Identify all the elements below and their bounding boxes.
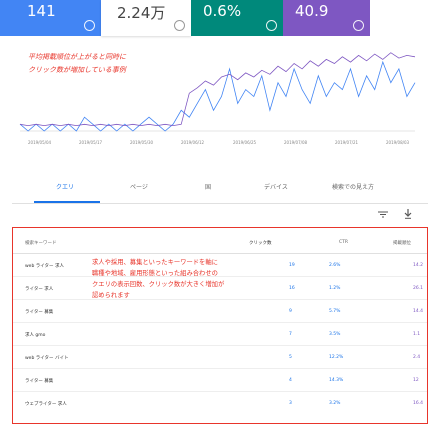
clicks-series-line xyxy=(19,60,416,132)
x-tick-label: 2019/06/12 xyxy=(181,140,205,145)
x-tick-label: 2019/05/30 xyxy=(130,140,154,145)
row-clicks: 7 xyxy=(289,332,292,337)
row-position: 1.1 xyxy=(413,332,421,337)
row-clicks: 4 xyxy=(289,378,292,383)
note-line-3: クエリの表示回数、クリック数が大きく増加が xyxy=(92,281,225,288)
table-row[interactable]: web ライター バイト 5 12.2% 2.4 xyxy=(13,346,427,369)
position-value: 40.9 xyxy=(295,2,329,20)
tab-country[interactable]: 国 xyxy=(205,184,212,191)
checkbox-icon[interactable] xyxy=(174,20,185,31)
header-query[interactable]: 検索キーワード xyxy=(25,241,57,246)
clicks-metric-card[interactable]: 141 xyxy=(0,0,101,36)
table-row[interactable]: ライター 求人 16 1.2% 26.1 xyxy=(13,277,427,300)
table-toolbar xyxy=(0,209,440,221)
row-ctr: 14.3% xyxy=(329,378,344,383)
dimension-tabs: クエリ ページ 国 デバイス 検索での見え方 xyxy=(12,170,428,204)
checkbox-icon[interactable] xyxy=(266,20,277,31)
row-clicks: 5 xyxy=(289,355,292,360)
impressions-metric-card[interactable]: 2.24万 xyxy=(101,0,191,36)
row-query: web ライター 求人 xyxy=(25,264,64,269)
annotation-line-1: 平均掲載順位が上がると同時に xyxy=(28,53,126,61)
clicks-value: 141 xyxy=(27,2,56,20)
annotation-line-2: クリック数が増加している事例 xyxy=(28,66,126,74)
row-ctr: 5.7% xyxy=(329,309,341,314)
table-header: 検索キーワード クリック数 表示回数 CTR 掲載順位 xyxy=(13,228,427,254)
row-clicks: 3 xyxy=(289,401,292,406)
row-clicks: 19 xyxy=(289,263,295,268)
header-ctr[interactable]: CTR xyxy=(339,240,349,245)
row-position: 14.4 xyxy=(413,309,424,314)
chart-annotation: 平均掲載順位が上がると同時に クリック数が増加している事例 xyxy=(28,51,126,77)
row-position: 26.1 xyxy=(413,286,424,291)
row-position: 14.2 xyxy=(413,263,424,268)
row-position: 2.4 xyxy=(413,355,421,360)
tab-page[interactable]: ページ xyxy=(130,184,148,191)
filter-icon[interactable] xyxy=(378,211,388,218)
performance-chart xyxy=(19,52,416,132)
position-series-line xyxy=(19,52,416,127)
x-tick-label: 2019/06/25 xyxy=(233,140,257,145)
active-tab-indicator xyxy=(34,201,100,203)
row-query: ライター 募集 xyxy=(25,379,54,384)
x-tick-label: 2019/05/04 xyxy=(28,140,52,145)
tab-search-appearance[interactable]: 検索での見え方 xyxy=(332,184,375,191)
impressions-value: 2.24万 xyxy=(117,4,166,22)
note-line-1: 求人や採用、募集といったキーワードを軸に xyxy=(92,259,218,266)
table-row[interactable]: 求人 gmo 7 3.5% 1.1 xyxy=(13,323,427,346)
table-row[interactable]: ライター 募集 9 5.7% 14.4 xyxy=(13,300,427,323)
row-ctr: 1.2% xyxy=(329,286,341,291)
note-line-2: 職種や地域、雇用形態といった組み合わせの xyxy=(92,270,218,277)
x-tick-label: 2019/07/08 xyxy=(284,140,308,145)
row-query: ライター 募集 xyxy=(25,310,54,315)
checkbox-icon[interactable] xyxy=(84,20,95,31)
table-row[interactable]: ライター 募集 4 14.3% 12 xyxy=(13,369,427,392)
table-row[interactable]: web ライター 求人 19 2.6% 14.2 xyxy=(13,254,427,277)
x-tick-label: 2019/08/03 xyxy=(386,140,410,145)
row-ctr: 2.6% xyxy=(329,263,341,268)
row-ctr: 3.5% xyxy=(329,332,341,337)
row-query: web ライター バイト xyxy=(25,356,69,361)
row-clicks: 9 xyxy=(289,309,292,314)
table-row[interactable]: ウェブライター 求人 3 3.2% 16.4 xyxy=(13,392,427,415)
row-position: 16.4 xyxy=(413,401,424,406)
tab-device[interactable]: デバイス xyxy=(264,184,288,191)
x-tick-label: 2019/07/21 xyxy=(335,140,359,145)
ctr-metric-card[interactable]: 0.6% xyxy=(191,0,283,36)
row-ctr: 3.2% xyxy=(329,401,341,406)
table-annotation: 求人や採用、募集といったキーワードを軸に 職種や地域、雇用形態といった組み合わせ… xyxy=(92,257,282,301)
row-query: ウェブライター 求人 xyxy=(25,402,67,407)
x-axis: 2019/05/04 2019/05/17 2019/05/30 2019/06… xyxy=(0,140,440,154)
tab-query[interactable]: クエリ xyxy=(56,184,75,191)
header-clicks[interactable]: クリック数 xyxy=(249,241,272,246)
note-line-4: 認められます xyxy=(92,292,130,299)
position-metric-card[interactable]: 40.9 xyxy=(283,0,370,36)
metric-cards: 141 2.24万 0.6% 40.9 xyxy=(0,0,440,36)
row-position: 12 xyxy=(413,378,419,383)
row-ctr: 12.2% xyxy=(329,355,344,360)
checkbox-icon[interactable] xyxy=(353,20,364,31)
x-tick-label: 2019/05/17 xyxy=(79,140,103,145)
header-position[interactable]: 掲載順位 xyxy=(393,241,411,246)
row-query: ライター 求人 xyxy=(25,287,54,292)
row-clicks: 16 xyxy=(289,286,295,291)
ctr-value: 0.6% xyxy=(203,2,242,20)
download-icon[interactable] xyxy=(404,209,412,219)
row-query: 求人 gmo xyxy=(25,333,46,338)
queries-table: 検索キーワード クリック数 表示回数 CTR 掲載順位 web ライター 求人 … xyxy=(12,227,428,424)
